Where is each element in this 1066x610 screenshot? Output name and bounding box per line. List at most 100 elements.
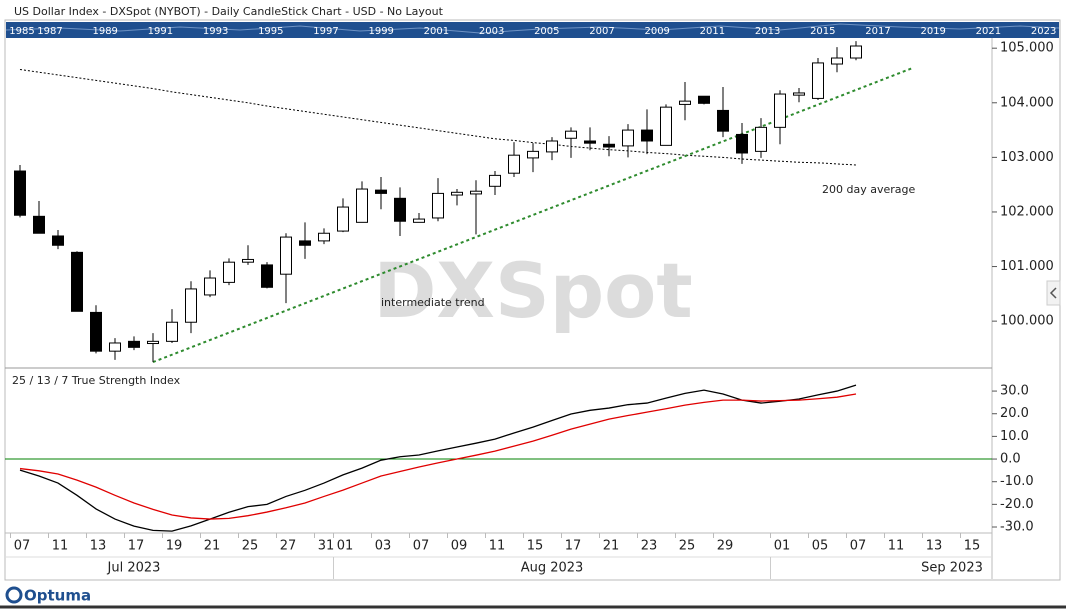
- x-tick-label: 11: [52, 539, 69, 554]
- candle-body: [774, 93, 786, 128]
- x-tick-label: 25: [242, 539, 259, 554]
- candle-body: [641, 129, 653, 142]
- candle-body: [14, 170, 26, 216]
- timeline-year: 1995: [258, 26, 283, 37]
- candle-body: [546, 140, 558, 153]
- candle-body: [831, 57, 843, 65]
- x-tick-label: 15: [964, 539, 981, 554]
- tsi-line: [19, 384, 857, 532]
- timeline-year: 2013: [755, 26, 780, 37]
- candle-body: [793, 92, 805, 96]
- candle-body: [299, 240, 311, 246]
- timeline-year: 1999: [368, 26, 393, 37]
- x-tick-label: 31: [318, 539, 335, 554]
- collapse-button[interactable]: [1046, 280, 1061, 306]
- candle-body: [451, 191, 463, 196]
- x-tick-label: 17: [128, 539, 145, 554]
- x-tick-label: 29: [717, 539, 734, 554]
- x-tick-label: 05: [812, 539, 829, 554]
- timeline-year: 2009: [644, 26, 669, 37]
- candle-body: [432, 192, 444, 219]
- timeline-year: 1993: [203, 26, 228, 37]
- line-annotation: 200 day average: [822, 183, 915, 196]
- timeline-year: 2019: [920, 26, 945, 37]
- y-tick-label: 105.000: [1000, 41, 1054, 56]
- candle-body: [166, 321, 178, 342]
- timeline-year: 1987: [37, 26, 62, 37]
- timeline-year: 2007: [589, 26, 614, 37]
- x-tick-label: 15: [527, 539, 544, 554]
- x-tick-label: 01: [774, 539, 791, 554]
- timeline-year: 2023: [1031, 26, 1056, 37]
- candle-body: [33, 215, 45, 234]
- x-tick-label: 11: [489, 539, 506, 554]
- candle-body: [261, 264, 273, 288]
- timeline-year: 2015: [810, 26, 835, 37]
- timeline-year: 2017: [865, 26, 890, 37]
- y-tick-label: -30.0: [1000, 520, 1034, 535]
- y-tick-label: -20.0: [1000, 497, 1034, 512]
- timeline-year: 2001: [424, 26, 449, 37]
- y-tick-label: 102.000: [1000, 204, 1054, 219]
- month-label: Aug 2023: [521, 561, 584, 576]
- collapse-icon: [1049, 287, 1057, 299]
- trend-line: [152, 66, 914, 364]
- candle-body: [223, 261, 235, 283]
- x-tick-label: 03: [375, 539, 392, 554]
- candle-body: [90, 311, 102, 352]
- candle-body: [565, 130, 577, 139]
- x-tick-label: 13: [926, 539, 943, 554]
- x-tick-label: 19: [166, 539, 183, 554]
- candle-body: [280, 236, 292, 275]
- candle-body: [413, 218, 425, 223]
- candle-body: [204, 277, 216, 296]
- candle-body: [736, 133, 748, 154]
- candle-body: [52, 235, 64, 246]
- logo: Optuma: [24, 587, 91, 605]
- month-label: Jul 2023: [107, 561, 161, 576]
- candle-body: [71, 251, 83, 312]
- x-tick-label: 13: [90, 539, 107, 554]
- x-tick-label: 11: [888, 539, 905, 554]
- candle-body: [185, 288, 197, 323]
- timeline-year: 1997: [313, 26, 338, 37]
- candle-body: [698, 95, 710, 104]
- candle-body: [109, 342, 121, 352]
- y-tick-label: 20.0: [1000, 406, 1029, 421]
- panel-title: 25 / 13 / 7 True Strength Index: [12, 374, 181, 387]
- chart-title: US Dollar Index - DXSpot (NYBOT) - Daily…: [14, 5, 444, 18]
- timeline-year: 1989: [92, 26, 117, 37]
- x-tick-label: 07: [413, 539, 430, 554]
- x-tick-label: 21: [204, 539, 221, 554]
- y-tick-label: 104.000: [1000, 95, 1054, 110]
- candle-body: [850, 45, 862, 59]
- x-tick-label: 25: [679, 539, 696, 554]
- trend-annotation: intermediate trend: [381, 296, 485, 309]
- timeline-sparkline: [5, 23, 1060, 34]
- candle-body: [584, 140, 596, 144]
- timeline-year: 1985: [9, 26, 34, 37]
- timeline-year: 1991: [148, 26, 173, 37]
- logo-icon: [5, 586, 23, 604]
- x-tick-label: 21: [603, 539, 620, 554]
- candle-body: [603, 143, 615, 148]
- candle-body: [318, 232, 330, 242]
- moving-average-line: [19, 68, 857, 166]
- timeline-year: 2005: [534, 26, 559, 37]
- x-tick-label: 07: [14, 539, 31, 554]
- timeline-year: 2021: [976, 26, 1001, 37]
- candle-body: [717, 109, 729, 132]
- x-tick-label: 01: [337, 539, 354, 554]
- month-label: Sep 2023: [921, 561, 983, 576]
- candle-body: [375, 189, 387, 194]
- watermark: DXSpot: [373, 246, 692, 335]
- x-tick-label: 27: [280, 539, 297, 554]
- candle-body: [508, 154, 520, 174]
- x-tick-label: 17: [565, 539, 582, 554]
- x-tick-label: 09: [451, 539, 468, 554]
- candle-body: [242, 258, 254, 263]
- timeline-year: 2011: [700, 26, 725, 37]
- candle-body: [527, 150, 539, 159]
- candle-body: [812, 62, 824, 99]
